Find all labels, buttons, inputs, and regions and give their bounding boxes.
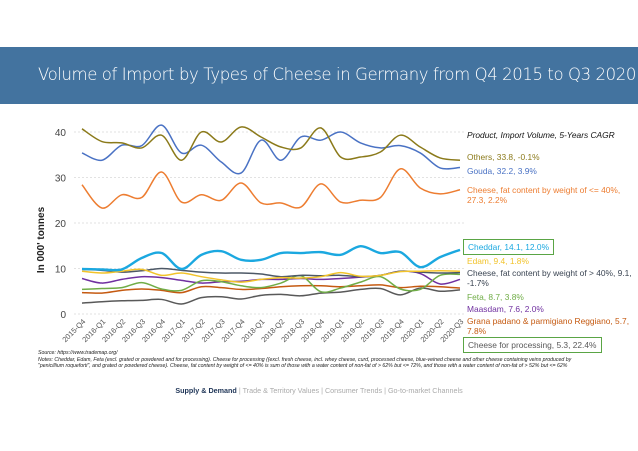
legend-item: Cheddar, 14.1, 12.0%	[463, 239, 555, 255]
legend-item: Cheese, fat content by weight of > 40%, …	[467, 268, 632, 288]
series-line-feta	[81, 273, 461, 293]
page-title: Volume of Import by Types of Cheese in G…	[38, 65, 636, 84]
legend-item: Feta, 8.7, 3.8%	[467, 292, 524, 302]
y-tick-label: 10	[55, 265, 67, 276]
legend-item: Maasdam, 7.6, 2.0%	[467, 304, 544, 314]
footer-nav: Supply & Demand | Trade & Territory Valu…	[0, 386, 638, 395]
legend-title: Product, Import Volume, 5-Years CAGR	[467, 130, 615, 140]
notes: Source: https://www.trademap.org/ Notes:…	[38, 350, 598, 370]
legend-item: Gouda, 32.2, 3.9%	[467, 166, 537, 176]
legend-item: Edam, 9.4, 1.8%	[467, 256, 529, 266]
y-tick-label: 40	[55, 128, 67, 139]
y-tick-label: 0	[60, 310, 66, 321]
series-line-cheese-for-processing	[81, 287, 461, 305]
notes-text: Notes: Cheddar, Edam, Feta (excl. grated…	[38, 356, 572, 370]
source-text: Source: https://www.trademap.org/	[38, 350, 118, 356]
y-axis-title: In 000' tonnes	[36, 206, 47, 273]
legend-item: Grana padano & parmigiano Reggiano, 5.7,…	[467, 316, 630, 336]
footer-link-others[interactable]: Trade & Territory Values | Consumer Tren…	[242, 386, 463, 395]
series-line-cheese-fat-content-by-weight-of-40-	[81, 168, 461, 209]
series-line-cheddar	[81, 245, 461, 272]
series-line-others	[81, 126, 461, 161]
y-tick-label: 20	[55, 219, 67, 230]
legend-item: Cheese for processing, 5.3, 22.4%	[463, 337, 602, 353]
series-line-edam	[81, 268, 461, 283]
footer-separator: |	[236, 386, 243, 395]
footer-link-supply-demand[interactable]: Supply & Demand	[175, 386, 237, 395]
title-banner: Volume of Import by Types of Cheese in G…	[0, 47, 638, 104]
legend-item: Cheese, fat content by weight of <= 40%,…	[467, 185, 621, 205]
series-line-gouda	[81, 124, 461, 175]
y-tick-label: 30	[55, 174, 67, 185]
legend-item: Others, 33.8, -0.1%	[467, 152, 540, 162]
